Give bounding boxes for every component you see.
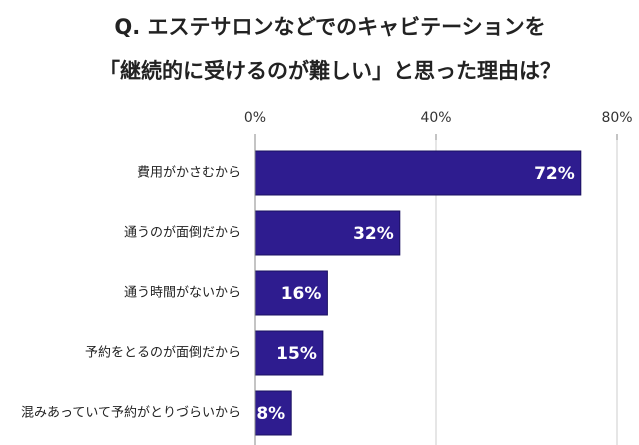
x-tick-label: 40%	[420, 110, 451, 126]
y-tick-label: 通う時間がないから	[124, 286, 241, 301]
chart-title: Q. エステサロンなどでのキャビテーションを	[114, 15, 545, 39]
x-tick-label: 0%	[244, 110, 266, 126]
bar	[254, 390, 292, 436]
value-label: 16%	[281, 284, 322, 304]
value-label: 8%	[256, 404, 285, 424]
bar	[254, 330, 324, 376]
value-label: 72%	[534, 164, 575, 184]
chart-title: 「継続的に受けるのが難しい」と思った理由は？	[99, 59, 561, 83]
y-tick-label: 費用がかさむから	[137, 166, 241, 181]
bar	[254, 210, 401, 256]
value-label: 32%	[353, 224, 394, 244]
y-tick-label: 予約をとるのが面倒だから	[85, 346, 241, 361]
bar	[254, 150, 582, 196]
y-tick-label: 混みあっていて予約がとりづらいから	[21, 406, 241, 421]
value-label: 15%	[276, 344, 317, 364]
x-tick-label: 80%	[601, 110, 632, 126]
y-tick-label: 通うのが面倒だから	[124, 226, 241, 241]
